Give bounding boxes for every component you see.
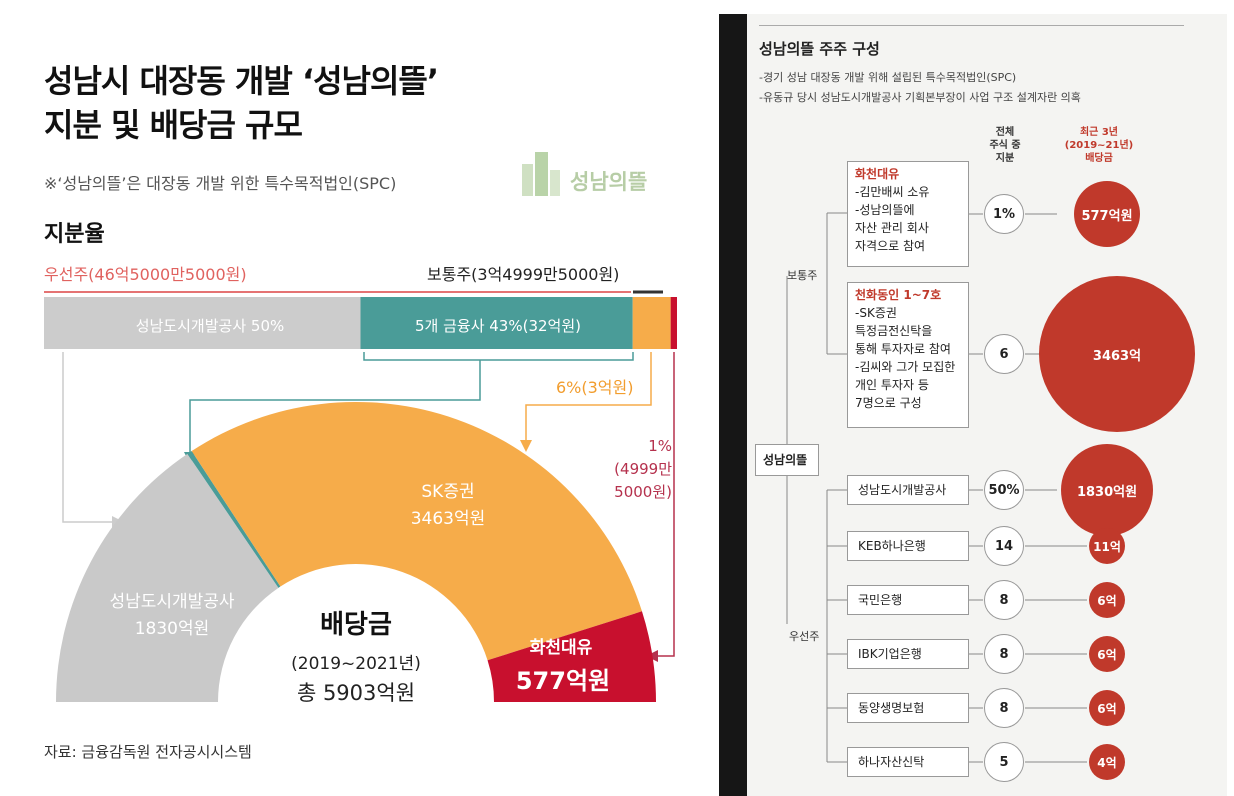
dividend-bubble: 6억 [1089, 582, 1125, 618]
bar-seg-financial [360, 297, 633, 349]
dividend-bubble: 6억 [1089, 636, 1125, 672]
header-dividend: 최근 3년 (2019~21년) 배당금 [1064, 127, 1134, 164]
share-circle: 5 [984, 742, 1024, 782]
slice-label-hwacheon: 화천대유 [530, 638, 593, 658]
group-preferred: 우선주 [789, 630, 820, 643]
slice-hwacheon [487, 611, 656, 702]
common-stock-label: 보통주(3억4999만5000원) [427, 265, 620, 284]
slice-snd [56, 453, 279, 702]
right-sub2: -유동규 당시 성남도시개발공사 기획본부장이 사업 구조 설계자란 의혹 [759, 91, 1081, 104]
slice-value-snd: 1830억원 [135, 619, 210, 639]
dividend-bubble: 577억원 [1074, 181, 1140, 247]
top-rule [759, 25, 1184, 26]
label-1pct: 1% [648, 437, 672, 455]
share-circle: 8 [984, 688, 1024, 728]
title-line1: 성남시 대장동 개발 ‘성남의뜰’ [44, 62, 439, 100]
bar-seg-sk [632, 297, 671, 349]
share-circle: 50% [984, 470, 1024, 510]
box-ibk: IBK기업은행 [847, 639, 969, 669]
box-hana-trust: 하나자산신탁 [847, 747, 969, 777]
slice-value-sk: 3463억원 [411, 509, 486, 529]
center-period: (2019~2021년) [291, 654, 421, 674]
left-infographic: 성남시 대장동 개발 ‘성남의뜰’ 지분 및 배당금 규모 ※‘성남의뜰’은 대… [44, 62, 677, 761]
center-total: 총 5903억원 [297, 681, 415, 705]
slice-value-hwacheon: 577억원 [516, 667, 610, 695]
box-kookmin: 국민은행 [847, 585, 969, 615]
source-note: 자료: 금융감독원 전자공시시스템 [44, 743, 252, 761]
dividend-bubble: 11억 [1089, 528, 1125, 564]
subtitle: ※‘성남의뜰’은 대장동 개발 위한 특수목적법인(SPC) [44, 174, 397, 193]
box-keb: KEB하나은행 [847, 531, 969, 561]
share-circle: 6 [984, 334, 1024, 374]
share-circle: 8 [984, 634, 1024, 674]
shareholder-structure-panel: 성남의뜰 주주 구성 -경기 성남 대장동 개발 위해 설립된 특수목적법인(S… [747, 14, 1227, 796]
slice-financial [187, 451, 281, 588]
slice-sk [191, 402, 642, 661]
label-1pct-amount: (4999만 [614, 460, 672, 478]
label-1pct-amount2: 5000원) [614, 483, 672, 501]
root-node: 성남의뜰 [755, 444, 819, 476]
box-hwacheon: 화천대유 -김만배씨 소유 -성남의뜰에 자산 관리 회사 자격으로 참여 [847, 161, 969, 267]
right-title: 성남의뜰 주주 구성 [759, 40, 880, 58]
dividend-bubble: 1830억원 [1061, 444, 1153, 536]
share-circle: 8 [984, 580, 1024, 620]
center-title: 배당금 [320, 610, 392, 640]
dividend-bubble: 6억 [1089, 690, 1125, 726]
dividend-bubble: 4억 [1089, 744, 1125, 780]
tree-connectors [786, 212, 1087, 763]
box-cheonhwa: 천화동인 1~7호 -SK증권 특정금전신탁을 통해 투자자로 참여 -김씨와 … [847, 282, 969, 428]
slice-label-snd: 성남도시개발공사 [109, 592, 234, 612]
right-sub1: -경기 성남 대장동 개발 위해 설립된 특수목적법인(SPC) [759, 71, 1017, 84]
slice-label-sk: SK증권 [421, 482, 474, 502]
bar-label-financial: 5개 금융사 43%(32억원) [415, 317, 581, 335]
dividend-bubble: 3463억 [1039, 276, 1195, 432]
building-logo-icon [522, 152, 560, 196]
share-circle: 1% [984, 194, 1024, 234]
bar-seg-hwacheon [670, 297, 677, 349]
share-dividend-chart: 성남도시개발공사 50% 5개 금융사 43%(32억원) 6%(3억원) 1%… [44, 290, 677, 705]
label-6pct: 6%(3억원) [556, 378, 634, 397]
share-circle: 14 [984, 526, 1024, 566]
logo-text: 성남의뜰 [570, 170, 648, 194]
panel-divider [719, 14, 747, 796]
title-line2: 지분 및 배당금 규모 [44, 106, 303, 144]
box-snd: 성남도시개발공사 [847, 475, 969, 505]
bar-seg-snd [44, 297, 361, 349]
bar-label-snd: 성남도시개발공사 50% [136, 317, 285, 335]
header-share: 전체 주식 중 지분 [989, 127, 1021, 164]
group-common: 보통주 [787, 269, 818, 282]
section-title: 지분율 [44, 222, 105, 247]
preferred-stock-label: 우선주(46억5000만5000원) [44, 265, 247, 284]
box-dongyang: 동양생명보험 [847, 693, 969, 723]
